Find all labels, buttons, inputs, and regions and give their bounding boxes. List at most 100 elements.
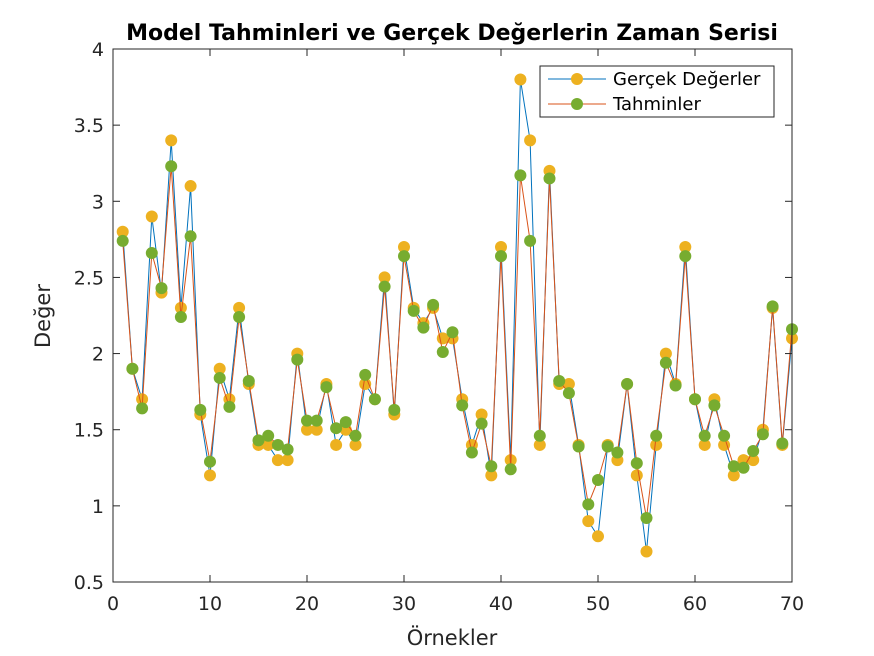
data-point-predicted	[553, 374, 566, 387]
data-point-actual	[204, 469, 216, 482]
data-point-actual	[533, 438, 546, 451]
data-point-actual	[524, 134, 537, 147]
data-point-predicted	[747, 445, 760, 458]
x-tick-label: 30	[392, 593, 416, 615]
data-point-predicted	[621, 378, 634, 391]
data-point-predicted	[485, 460, 498, 473]
data-point-predicted	[446, 326, 459, 339]
data-point-predicted	[737, 461, 750, 474]
data-point-predicted	[378, 280, 391, 293]
data-point-actual	[582, 515, 595, 528]
data-point-predicted	[776, 437, 789, 450]
data-point-predicted	[436, 346, 449, 359]
data-point-predicted	[495, 250, 507, 263]
data-point-actual	[718, 438, 731, 451]
data-point-actual	[727, 469, 740, 482]
y-axis-label: Değer	[31, 284, 55, 348]
data-point-predicted	[291, 353, 304, 366]
data-point-actual	[514, 73, 527, 86]
data-point-predicted	[718, 429, 731, 442]
y-tick-label: 2.5	[74, 267, 104, 289]
data-point-actual	[213, 362, 226, 375]
data-point-actual	[262, 438, 275, 451]
legend-label-predicted: Tahminler	[612, 94, 701, 115]
data-point-predicted	[145, 247, 158, 260]
data-point-predicted	[659, 356, 672, 369]
chart-title: Model Tahminleri ve Gerçek Değerlerin Za…	[126, 21, 778, 46]
data-point-predicted	[165, 160, 178, 173]
data-point-predicted	[301, 414, 313, 427]
data-point-predicted	[116, 234, 129, 247]
y-tick-label: 0.5	[74, 572, 104, 594]
legend: Gerçek Değerler Tahminler	[539, 65, 775, 118]
data-point-predicted	[689, 393, 701, 406]
data-point-actual	[398, 240, 410, 253]
data-point-predicted	[669, 379, 682, 392]
data-point-predicted	[427, 298, 440, 311]
data-point-predicted	[524, 234, 537, 247]
legend-marker-predicted	[571, 98, 583, 110]
data-point-predicted	[281, 443, 294, 456]
data-point-actual	[562, 378, 575, 391]
data-point-actual	[174, 301, 187, 314]
data-point-predicted	[475, 417, 488, 430]
data-point-predicted	[543, 172, 556, 185]
data-point-predicted	[572, 440, 585, 453]
x-tick-label: 70	[780, 593, 804, 615]
data-point-predicted	[271, 438, 284, 451]
data-point-actual	[349, 438, 362, 451]
data-point-predicted	[407, 304, 420, 317]
data-point-actual	[145, 210, 158, 223]
data-point-actual	[378, 271, 391, 284]
data-point-predicted	[756, 428, 769, 441]
data-point-predicted	[601, 440, 614, 453]
data-point-actual	[359, 378, 372, 391]
x-axis-label: Örnekler	[407, 625, 498, 650]
data-point-actual	[301, 423, 313, 436]
data-point-predicted	[514, 169, 527, 182]
data-point-actual	[330, 438, 343, 451]
data-point-actual	[630, 469, 643, 482]
data-point-actual	[165, 134, 178, 147]
data-point-actual	[485, 469, 498, 482]
data-point-predicted	[136, 402, 149, 415]
data-point-predicted	[417, 321, 430, 334]
data-point-predicted	[388, 403, 401, 416]
data-point-predicted	[398, 250, 410, 263]
data-point-predicted	[698, 429, 711, 442]
data-point-predicted	[204, 455, 216, 468]
data-point-predicted	[184, 230, 197, 243]
data-point-predicted	[155, 282, 168, 295]
data-point-predicted	[174, 311, 187, 324]
data-point-predicted	[339, 416, 352, 429]
data-point-predicted	[349, 429, 362, 442]
data-point-actual	[592, 530, 604, 543]
data-point-predicted	[708, 399, 721, 412]
data-point-actual	[271, 454, 284, 467]
data-point-predicted	[242, 374, 255, 387]
data-point-predicted	[320, 381, 333, 394]
data-point-predicted	[262, 429, 275, 442]
data-point-predicted	[533, 429, 546, 442]
data-point-actual	[659, 347, 672, 360]
data-point-actual	[281, 454, 294, 467]
data-point-predicted	[359, 368, 372, 381]
y-axis: 0.5 1 1.5 2 2.5 3 3.5 4	[74, 39, 792, 594]
data-point-predicted	[766, 300, 779, 313]
legend-marker-actual	[571, 73, 583, 85]
data-point-actual	[650, 438, 663, 451]
y-tick-label: 4	[92, 39, 104, 61]
data-point-predicted	[252, 434, 265, 447]
x-tick-label: 40	[489, 593, 513, 615]
x-tick-label: 60	[683, 593, 707, 615]
data-point-predicted	[650, 429, 663, 442]
data-point-predicted	[223, 400, 236, 413]
data-point-actual	[495, 240, 507, 253]
data-point-predicted	[582, 498, 595, 511]
data-point-predicted	[640, 512, 653, 525]
data-point-actual	[233, 301, 246, 314]
legend-label-actual: Gerçek Değerler	[613, 69, 761, 90]
data-point-actual	[679, 240, 692, 253]
y-tick-label: 1.5	[74, 420, 104, 442]
data-point-predicted	[592, 473, 604, 486]
